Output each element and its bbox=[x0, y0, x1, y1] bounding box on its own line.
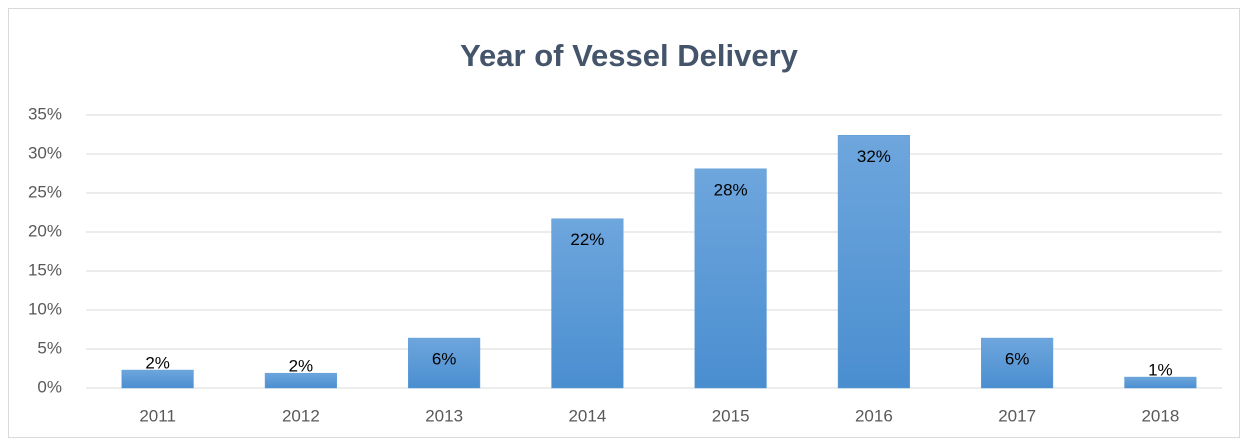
y-tick-label: 0% bbox=[37, 377, 62, 396]
data-label: 32% bbox=[857, 147, 891, 166]
y-tick-label: 15% bbox=[28, 260, 62, 279]
data-label: 6% bbox=[1005, 350, 1030, 369]
bar bbox=[551, 218, 624, 389]
bar bbox=[981, 337, 1054, 389]
data-label: 1% bbox=[1148, 361, 1173, 380]
x-tick-label: 2015 bbox=[712, 406, 750, 425]
data-label: 2% bbox=[145, 354, 170, 373]
bar bbox=[408, 337, 481, 389]
x-tick-label: 2012 bbox=[282, 406, 320, 425]
bar bbox=[1124, 376, 1197, 389]
bar bbox=[264, 372, 337, 389]
data-label: 28% bbox=[714, 180, 748, 199]
x-tick-label: 2014 bbox=[568, 406, 606, 425]
x-tick-label: 2011 bbox=[139, 406, 176, 425]
y-tick-label: 35% bbox=[28, 104, 62, 123]
y-tick-label: 5% bbox=[37, 338, 62, 357]
data-label: 6% bbox=[432, 350, 457, 369]
data-label: 22% bbox=[570, 230, 604, 249]
chart-title: Year of Vessel Delivery bbox=[460, 38, 799, 73]
data-label: 2% bbox=[289, 357, 314, 376]
bar bbox=[121, 369, 194, 389]
x-tick-label: 2017 bbox=[998, 406, 1036, 425]
x-tick-label: 2016 bbox=[855, 406, 893, 425]
y-tick-label: 10% bbox=[28, 299, 62, 318]
x-tick-label: 2018 bbox=[1141, 406, 1179, 425]
y-tick-label: 20% bbox=[28, 221, 62, 240]
bar bbox=[694, 168, 767, 389]
bar bbox=[837, 135, 910, 389]
x-tick-label: 2013 bbox=[425, 406, 463, 425]
y-tick-label: 30% bbox=[28, 143, 62, 162]
y-tick-label: 25% bbox=[28, 182, 62, 201]
